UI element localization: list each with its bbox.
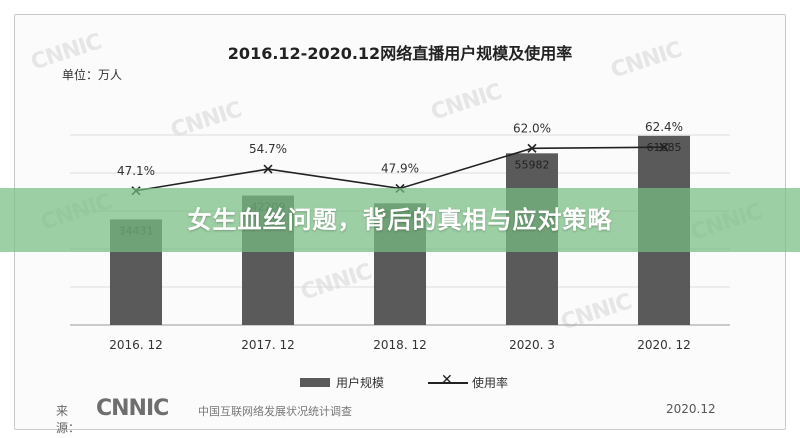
rate-marker	[263, 164, 273, 174]
unit-label: 单位：万人	[62, 68, 123, 82]
source-org: 中国互联网络发展状况统计调查	[198, 405, 352, 418]
legend-bar-label: 用户规模	[336, 376, 385, 390]
chart-title: 2016.12-2020.12网络直播用户规模及使用率	[227, 44, 573, 63]
source-date: 2020.12	[666, 402, 716, 416]
legend-bar-swatch	[300, 378, 330, 387]
rate-value-label: 54.7%	[249, 142, 287, 156]
cnnic-logo: CNNIC	[96, 396, 169, 421]
rate-value-label: 47.9%	[381, 161, 419, 175]
rate-value-label: 62.4%	[645, 120, 683, 134]
bar-value-label: 55982	[515, 158, 550, 171]
x-tick-label: 2020. 12	[637, 338, 690, 352]
rate-value-label: 62.0%	[513, 121, 551, 135]
source-label: 来源：	[56, 404, 81, 435]
x-tick-label: 2017. 12	[241, 338, 294, 352]
x-tick-label: 2018. 12	[373, 338, 426, 352]
rate-marker	[659, 142, 669, 152]
rate-marker	[527, 143, 537, 153]
x-tick-label: 2016. 12	[109, 338, 162, 352]
x-tick-label: 2020. 3	[509, 338, 555, 352]
legend-line-marker: ✕	[441, 372, 453, 388]
rate-value-label: 47.1%	[117, 164, 155, 178]
legend-line-label: 使用率	[472, 376, 509, 390]
headline-text: 女生血丝问题，背后的真相与应对策略	[187, 206, 613, 234]
legend-line-swatch	[428, 382, 468, 384]
headline-banner	[0, 188, 800, 252]
